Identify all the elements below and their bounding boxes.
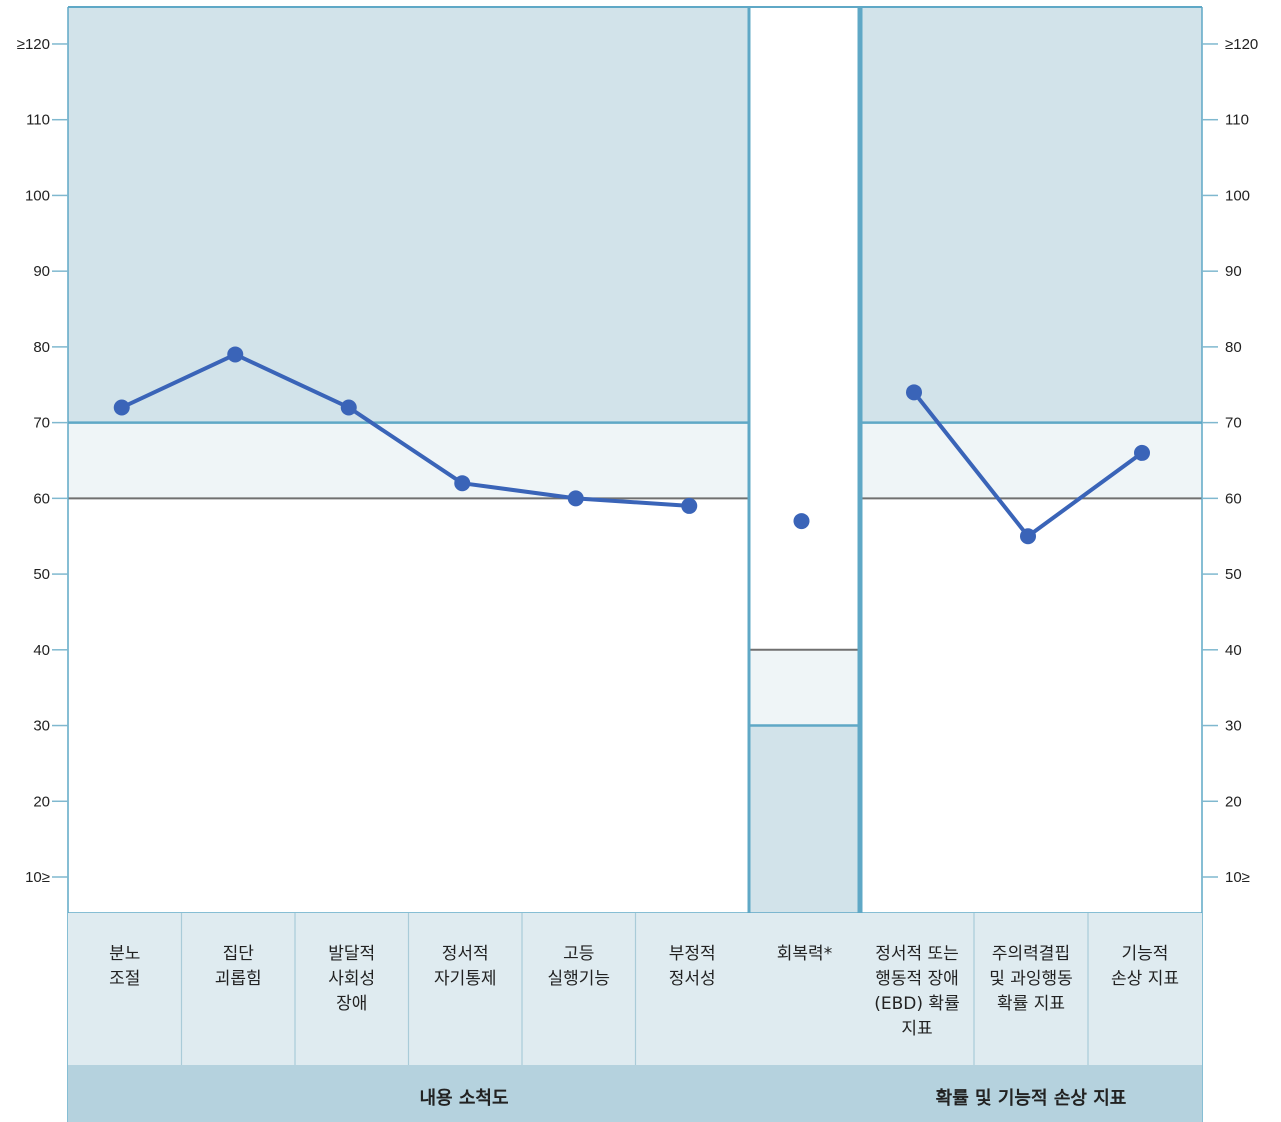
category-label-cell: [181, 913, 295, 1065]
y-tick-label-right: 40: [1225, 642, 1242, 659]
category-label-line: 정서적 또는: [875, 944, 959, 964]
elevated-band: [68, 7, 749, 423]
data-point: [906, 384, 922, 401]
category-label-line: 및 과잉행동: [989, 969, 1073, 989]
group-label: 확률 및 기능적 손상 지표: [936, 1088, 1127, 1109]
data-point: [567, 490, 584, 507]
category-label-line: (EBD) 확률: [874, 994, 959, 1014]
y-tick-label-left: 90: [33, 263, 50, 280]
category-label-line: 실행기능: [547, 969, 610, 989]
y-tick-label-left: ≥120: [17, 36, 50, 53]
y-tick-label-left: 110: [26, 112, 50, 129]
group-bar: [68, 1065, 860, 1122]
series-line: [120, 352, 690, 508]
borderline-band: [68, 422, 749, 499]
y-tick-label-right: 110: [1225, 112, 1249, 129]
category-label: 회복력*: [777, 944, 832, 964]
category-label-line: 주의력결핍: [992, 944, 1070, 964]
y-tick-label-left: 50: [33, 566, 50, 583]
y-axes: ≥120 ≥120 110 110 100 100 90 90 80 80 70 70 60 60 50 50…: [17, 36, 1259, 886]
y-tick-label-right: 60: [1225, 490, 1242, 507]
y-tick-label-left: 60: [33, 490, 50, 507]
category-label-line: 부정적: [669, 944, 716, 964]
cutoff-lines: [68, 421, 1202, 727]
category-label-line: 정서성: [669, 969, 716, 989]
data-point: [340, 399, 357, 416]
data-point: [1020, 528, 1036, 545]
category-label-cell: [68, 913, 182, 1065]
category-label-line: 고등: [563, 944, 594, 964]
category-label-line: 확률 지표: [997, 994, 1065, 1014]
category-label-cell: [1088, 913, 1202, 1065]
elevated-band: [749, 725, 860, 913]
y-tick-label-left: 100: [25, 187, 50, 204]
category-label-line: 기능적: [1122, 944, 1169, 964]
y-tick-label-right: 100: [1225, 187, 1250, 204]
y-tick-label-left: 30: [33, 718, 50, 735]
category-label-line: 정서적: [442, 944, 489, 964]
category-label-line: 분노: [109, 944, 140, 964]
category-label-cell: [522, 913, 636, 1065]
category-label-line: 사회성: [328, 969, 375, 989]
category-label-line: 괴롭힘: [215, 969, 262, 989]
borderline-band: [860, 422, 1202, 499]
data-point: [681, 497, 698, 514]
y-tick-label-right: 10≥: [1225, 869, 1250, 886]
y-tick-label-right: 80: [1225, 339, 1242, 356]
category-label-line: 손상 지표: [1111, 969, 1179, 989]
group-labels: 내용 소척도 확률 및 기능적 손상 지표: [68, 1065, 1202, 1122]
category-label-line: 지표: [901, 1019, 932, 1039]
category-label-line: 집단: [223, 944, 255, 964]
category-label-line: 자기통제: [434, 969, 497, 989]
category-label-cell: [749, 913, 860, 1065]
category-label-cell: [635, 913, 749, 1065]
category-label-line: 조절: [109, 969, 140, 989]
group-label: 내용 소척도: [419, 1088, 508, 1109]
y-tick-label-right: 70: [1225, 415, 1242, 432]
y-tick-label-right: 90: [1225, 263, 1242, 280]
y-tick-label-right: 30: [1225, 718, 1242, 735]
data-point: [1134, 444, 1150, 461]
y-tick-label-left: 10≥: [25, 869, 50, 886]
y-tick-label-left: 40: [33, 642, 50, 659]
data-point: [227, 346, 244, 363]
category-label-line: 발달적: [328, 944, 375, 964]
data-point: [793, 513, 810, 530]
y-tick-label-left: 70: [33, 415, 50, 432]
data-point: [454, 475, 471, 492]
score-bands: [68, 7, 1202, 913]
category-label-cell: [295, 913, 409, 1065]
y-tick-label-right: ≥120: [1225, 36, 1258, 53]
y-tick-label-right: 50: [1225, 566, 1242, 583]
group-bar: [860, 1065, 1202, 1122]
y-tick-label-left: 20: [33, 793, 50, 810]
category-label-cell: [408, 913, 522, 1065]
data-point: [113, 399, 130, 416]
category-label-line: 행동적 장애: [875, 969, 959, 989]
category-label-line: 장애: [336, 994, 367, 1014]
y-tick-label-right: 20: [1225, 793, 1242, 810]
category-label-line: 회복력*: [777, 944, 832, 964]
category-label-cell: [860, 913, 974, 1065]
borderline-band: [749, 649, 860, 726]
category-label-cell: [974, 913, 1088, 1065]
score-series: [113, 346, 1150, 545]
y-tick-label-left: 80: [33, 339, 50, 356]
elevated-band: [860, 7, 1202, 423]
